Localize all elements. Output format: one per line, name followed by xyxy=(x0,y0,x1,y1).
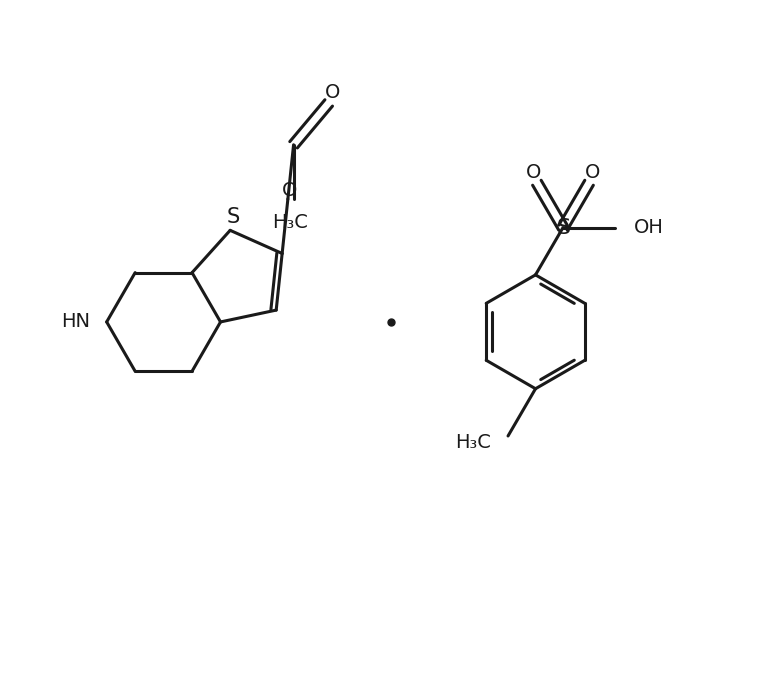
Text: S: S xyxy=(226,207,239,227)
Text: H₃C: H₃C xyxy=(456,433,491,452)
Text: O: O xyxy=(281,181,297,199)
Text: O: O xyxy=(525,162,541,182)
Text: O: O xyxy=(325,83,340,102)
Text: O: O xyxy=(584,162,600,182)
Text: S: S xyxy=(556,218,571,238)
Text: HN: HN xyxy=(61,312,90,332)
Text: OH: OH xyxy=(634,218,663,237)
Text: H₃C: H₃C xyxy=(272,213,308,232)
